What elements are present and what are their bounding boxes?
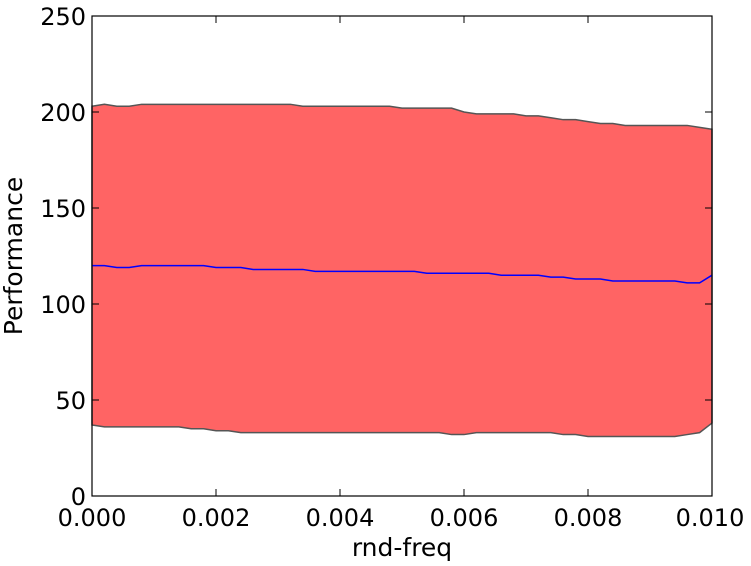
y-tick-label: 0 (71, 483, 86, 511)
y-tick-label: 100 (40, 291, 86, 319)
y-tick-label: 150 (40, 195, 86, 223)
x-tick-label: 0.008 (554, 504, 623, 532)
x-tick-label: 0.006 (430, 504, 499, 532)
x-tick-label: 0.002 (182, 504, 251, 532)
y-tick-label: 50 (55, 387, 86, 415)
std-band (91, 103, 713, 438)
plot-area (91, 103, 713, 438)
y-axis-label: Performance (0, 177, 28, 335)
x-tick-label: 0.010 (676, 504, 745, 532)
y-tick-label: 250 (40, 3, 86, 31)
x-tick-label: 0.004 (306, 504, 375, 532)
tick-labels: 0.000 0.002 0.004 0.006 0.008 0.010 0 50 100 150 2… (40, 3, 744, 532)
x-axis-label: rnd-freq (352, 533, 452, 562)
y-tick-label: 200 (40, 99, 86, 127)
mean-line (92, 264, 713, 284)
axes (91, 15, 713, 497)
x-tick-label: 0.000 (58, 504, 127, 532)
plot-frame (91, 15, 713, 497)
